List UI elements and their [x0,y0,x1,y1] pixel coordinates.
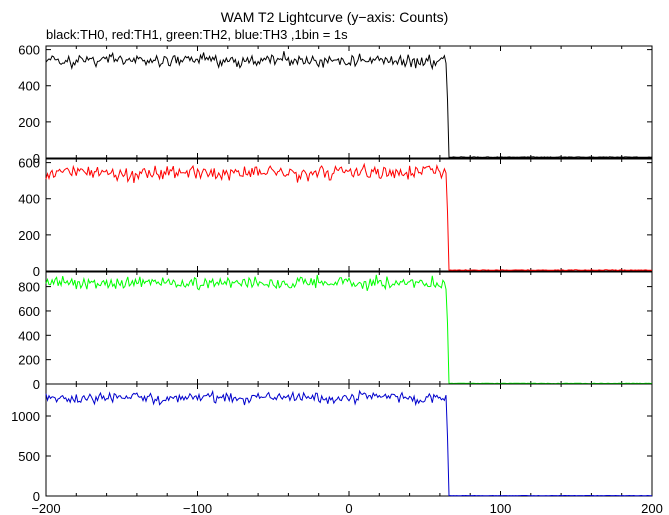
chart-title: WAM T2 Lightcurve (y−axis: Counts) [220,9,449,25]
y-tick-label: 200 [18,228,40,243]
x-tick-label: 100 [490,501,512,515]
x-tick-label: 200 [641,501,663,515]
y-tick-label: 400 [18,328,40,343]
y-tick-label: 0 [33,489,40,504]
series-line-th2 [45,274,653,385]
y-tick-label: 0 [33,377,40,392]
y-tick-label: 0 [33,151,40,166]
y-tick-label: 600 [18,304,40,319]
y-tick-label: 200 [18,353,40,368]
series-line-th3 [45,389,652,497]
panel-frame-th2 [45,271,653,385]
y-tick-label: 600 [18,43,40,58]
x-tick-label: 0 [345,501,352,515]
y-tick-label: 400 [18,79,40,94]
x-tick-label: −200 [31,501,60,515]
y-tick-label: 500 [18,449,40,464]
x-tick-label: −100 [183,501,212,515]
y-tick-label: 200 [18,115,40,130]
y-tick-label: 400 [18,192,40,207]
chart-subtitle: black:TH0, red:TH1, green:TH2, blue:TH3 … [46,27,348,42]
y-tick-label: 1000 [11,409,40,424]
series-line-th1 [45,162,652,271]
series-line-th0 [45,51,653,158]
y-tick-label: 0 [33,264,40,279]
y-tick-label: 600 [18,156,40,171]
y-tick-label: 800 [18,280,40,295]
